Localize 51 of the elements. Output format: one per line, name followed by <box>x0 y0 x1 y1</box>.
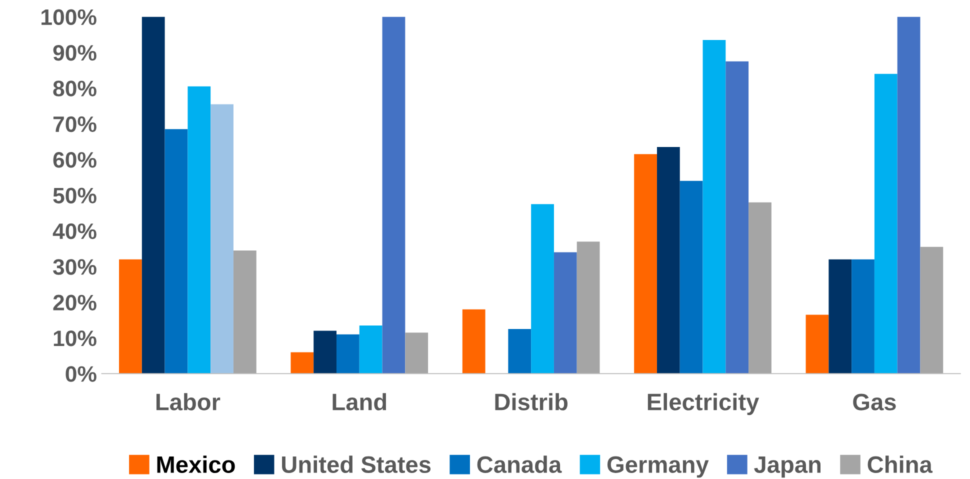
legend-label: Japan <box>754 456 820 478</box>
y-tick-label: 60% <box>53 152 96 168</box>
y-tick-label: 20% <box>53 294 96 311</box>
y-tick-label: 90% <box>53 44 96 61</box>
bar <box>531 204 554 374</box>
bar <box>702 40 726 374</box>
bar <box>164 129 188 374</box>
bar <box>576 242 600 374</box>
x-tick-label: Land <box>332 393 386 410</box>
x-tick-label: Labor <box>156 393 220 410</box>
bar <box>314 330 336 374</box>
bar <box>828 259 852 374</box>
legend-label: United States <box>282 456 431 474</box>
bar <box>188 86 211 374</box>
legend-label: China <box>868 456 933 474</box>
bar <box>554 252 577 374</box>
x-tick-label: Gas <box>853 394 896 410</box>
legend-label: Canada <box>477 456 562 474</box>
bar <box>748 202 772 374</box>
bar <box>726 61 749 374</box>
bar <box>852 259 874 374</box>
bar <box>359 325 382 374</box>
legend-label: Mexico <box>157 456 235 474</box>
y-tick-label: 30% <box>53 259 96 275</box>
bar <box>508 329 532 374</box>
y-tick-label: 50% <box>53 188 96 204</box>
bar <box>806 314 829 374</box>
bar <box>290 352 314 374</box>
bar <box>119 259 142 374</box>
y-tick-label: 80% <box>53 80 96 96</box>
x-tick-label: Electricity <box>648 393 760 416</box>
bar <box>920 246 944 374</box>
x-tick-label: Distrib <box>495 393 568 410</box>
bar <box>680 180 703 374</box>
y-tick-label: 100% <box>42 9 96 26</box>
bar <box>210 104 234 374</box>
bar <box>336 334 360 374</box>
bar <box>634 154 657 374</box>
y-tick-label: 0% <box>66 366 96 382</box>
y-tick-label: 40% <box>52 223 96 240</box>
y-tick-label: 10% <box>54 330 96 346</box>
y-tick-label: 70% <box>53 116 96 132</box>
bar <box>462 309 486 374</box>
bar <box>382 16 406 374</box>
bar <box>874 74 898 374</box>
bar <box>405 332 428 374</box>
legend-label: Germany <box>607 456 709 478</box>
bar <box>233 250 256 374</box>
bar <box>142 16 165 374</box>
bar <box>897 16 920 374</box>
bar <box>656 147 680 374</box>
